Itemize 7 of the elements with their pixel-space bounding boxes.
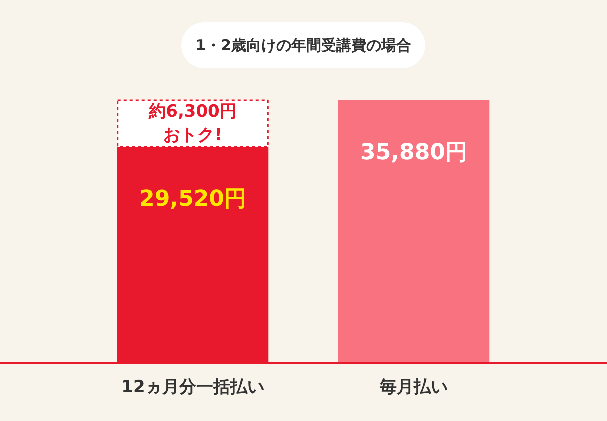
annotation: 約6,300円 [148,102,237,122]
annotation: おトク! [164,125,222,146]
chart-title: 1・2歳向けの年間受講費の場合 [196,36,412,54]
x-tick-label: 12ヵ月分一括払い [122,378,264,398]
x-tick-label: 毎月払い [379,378,448,398]
data-label: 29,520円 [140,187,246,212]
data-label: 35,880円 [360,140,468,166]
